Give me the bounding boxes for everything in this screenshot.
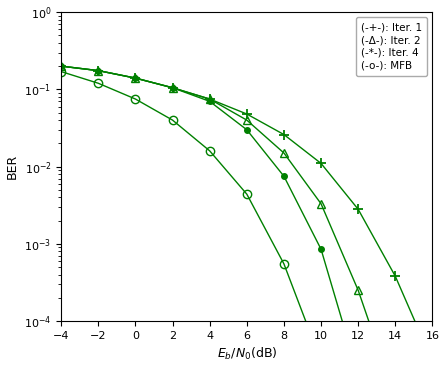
- (-*-): Iter. 4: (8, 0.0075): Iter. 4: (8, 0.0075): [281, 174, 287, 178]
- (-o-): MFB: (-2, 0.12): MFB: (-2, 0.12): [96, 81, 101, 85]
- Line: (-*-): Iter. 4: (-*-): Iter. 4: [58, 63, 361, 368]
- (-o-): MFB: (8, 0.00055): MFB: (8, 0.00055): [281, 262, 287, 266]
- (-+-): Iter. 1: (10, 0.011): Iter. 1: (10, 0.011): [318, 161, 324, 166]
- (-o-): MFB: (4, 0.016): MFB: (4, 0.016): [207, 149, 212, 153]
- Line: (-+-): Iter. 1: (-+-): Iter. 1: [57, 61, 437, 366]
- (-Δ-): Iter. 2: (-4, 0.2): Iter. 2: (-4, 0.2): [58, 64, 64, 68]
- Y-axis label: BER: BER: [5, 154, 19, 179]
- (-+-): Iter. 1: (4, 0.075): Iter. 1: (4, 0.075): [207, 97, 212, 101]
- (-Δ-): Iter. 2: (-2, 0.175): Iter. 2: (-2, 0.175): [96, 68, 101, 73]
- (-Δ-): Iter. 2: (8, 0.015): Iter. 2: (8, 0.015): [281, 151, 287, 155]
- (-o-): MFB: (10, 3e-05): MFB: (10, 3e-05): [318, 359, 324, 364]
- (-*-): Iter. 4: (2, 0.105): Iter. 4: (2, 0.105): [170, 85, 175, 90]
- (-Δ-): Iter. 2: (12, 0.00025): Iter. 2: (12, 0.00025): [356, 288, 361, 293]
- (-o-): MFB: (0, 0.075): MFB: (0, 0.075): [133, 97, 138, 101]
- (-*-): Iter. 4: (-2, 0.175): Iter. 4: (-2, 0.175): [96, 68, 101, 73]
- (-+-): Iter. 1: (-2, 0.175): Iter. 1: (-2, 0.175): [96, 68, 101, 73]
- X-axis label: $E_b/N_0$(dB): $E_b/N_0$(dB): [217, 346, 277, 362]
- (-*-): Iter. 4: (0, 0.14): Iter. 4: (0, 0.14): [133, 76, 138, 80]
- (-o-): MFB: (-4, 0.17): MFB: (-4, 0.17): [58, 70, 64, 74]
- (-+-): Iter. 1: (-4, 0.2): Iter. 1: (-4, 0.2): [58, 64, 64, 68]
- (-+-): Iter. 1: (6, 0.048): Iter. 1: (6, 0.048): [244, 112, 250, 116]
- (-Δ-): Iter. 2: (2, 0.105): Iter. 2: (2, 0.105): [170, 85, 175, 90]
- (-Δ-): Iter. 2: (10, 0.0033): Iter. 2: (10, 0.0033): [318, 202, 324, 206]
- (-Δ-): Iter. 2: (0, 0.14): Iter. 2: (0, 0.14): [133, 76, 138, 80]
- (-Δ-): Iter. 2: (4, 0.075): Iter. 2: (4, 0.075): [207, 97, 212, 101]
- Line: (-Δ-): Iter. 2: (-Δ-): Iter. 2: [57, 62, 399, 368]
- (-+-): Iter. 1: (0, 0.14): Iter. 1: (0, 0.14): [133, 76, 138, 80]
- (-*-): Iter. 4: (4, 0.07): Iter. 4: (4, 0.07): [207, 99, 212, 103]
- (-Δ-): Iter. 2: (6, 0.04): Iter. 2: (6, 0.04): [244, 118, 250, 122]
- (-+-): Iter. 1: (14, 0.00038): Iter. 1: (14, 0.00038): [392, 274, 398, 279]
- Legend: (-+-): Iter. 1, (-Δ-): Iter. 2, (-*-): Iter. 4, (-o-): MFB: (-+-): Iter. 1, (-Δ-): Iter. 2, (-*-): I…: [356, 17, 427, 75]
- Line: (-o-): MFB: (-o-): MFB: [57, 67, 362, 368]
- (-+-): Iter. 1: (2, 0.105): Iter. 1: (2, 0.105): [170, 85, 175, 90]
- (-*-): Iter. 4: (10, 0.00085): Iter. 4: (10, 0.00085): [318, 247, 324, 251]
- (-*-): Iter. 4: (6, 0.03): Iter. 4: (6, 0.03): [244, 128, 250, 132]
- (-+-): Iter. 1: (12, 0.0028): Iter. 1: (12, 0.0028): [356, 207, 361, 212]
- (-o-): MFB: (6, 0.0044): MFB: (6, 0.0044): [244, 192, 250, 197]
- (-+-): Iter. 1: (8, 0.026): Iter. 1: (8, 0.026): [281, 132, 287, 137]
- (-o-): MFB: (2, 0.04): MFB: (2, 0.04): [170, 118, 175, 122]
- (-*-): Iter. 4: (-4, 0.2): Iter. 4: (-4, 0.2): [58, 64, 64, 68]
- (-+-): Iter. 1: (16, 3e-05): Iter. 1: (16, 3e-05): [430, 359, 435, 364]
